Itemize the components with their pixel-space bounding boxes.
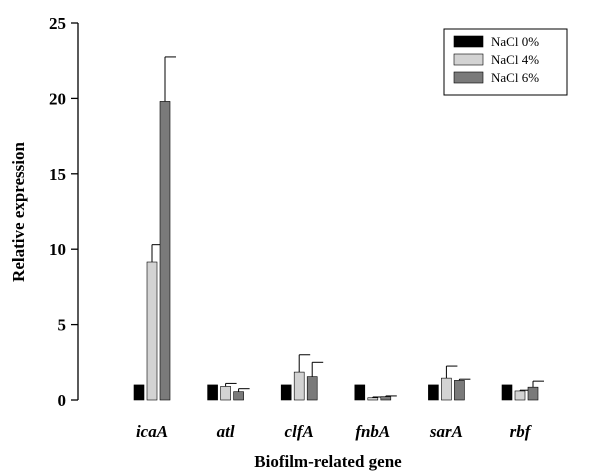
bar (441, 377, 452, 401)
y-tick-label: 15 (49, 165, 66, 184)
bar (428, 384, 439, 401)
x-tick-label: clfA (285, 422, 314, 441)
bar (514, 390, 526, 401)
bar (220, 386, 231, 401)
legend-swatch (453, 35, 484, 48)
y-tick-label: 0 (58, 391, 67, 410)
y-tick-label: 10 (49, 240, 66, 259)
bar (207, 384, 218, 401)
legend-swatch (453, 71, 484, 84)
y-tick-label: 5 (58, 316, 67, 335)
x-tick-label: sarA (429, 422, 463, 441)
legend-label: NaCl 0% (491, 34, 539, 49)
bar (367, 397, 379, 401)
x-axis: icaA atl clfA fnbA sarA rbf (136, 422, 533, 441)
bar (280, 384, 292, 401)
bar (501, 384, 513, 401)
bar (159, 101, 171, 401)
bar (233, 391, 244, 401)
bar (306, 376, 318, 401)
bar (146, 261, 158, 401)
x-tick-label: fnbA (355, 422, 390, 441)
x-tick-label: rbf (510, 422, 533, 441)
bars (133, 56, 544, 401)
x-tick-label: icaA (136, 422, 168, 441)
y-tick-label: 20 (49, 89, 66, 108)
y-tick-label: 25 (49, 14, 66, 33)
x-tick-label: atl (217, 422, 235, 441)
bar (380, 396, 392, 401)
bar (454, 380, 465, 401)
bar (133, 384, 145, 401)
legend-label: NaCl 4% (491, 52, 539, 67)
x-axis-title: Biofilm-related gene (254, 452, 402, 471)
bar (354, 384, 366, 401)
y-axis-title: Relative expression (9, 141, 28, 281)
legend-label: NaCl 6% (491, 70, 539, 85)
legend-swatch (453, 53, 484, 66)
legend: NaCl 0% NaCl 4% NaCl 6% (443, 28, 568, 96)
bar (293, 371, 305, 401)
bar (527, 386, 539, 401)
y-axis: 0 5 10 15 20 25 (49, 14, 79, 410)
